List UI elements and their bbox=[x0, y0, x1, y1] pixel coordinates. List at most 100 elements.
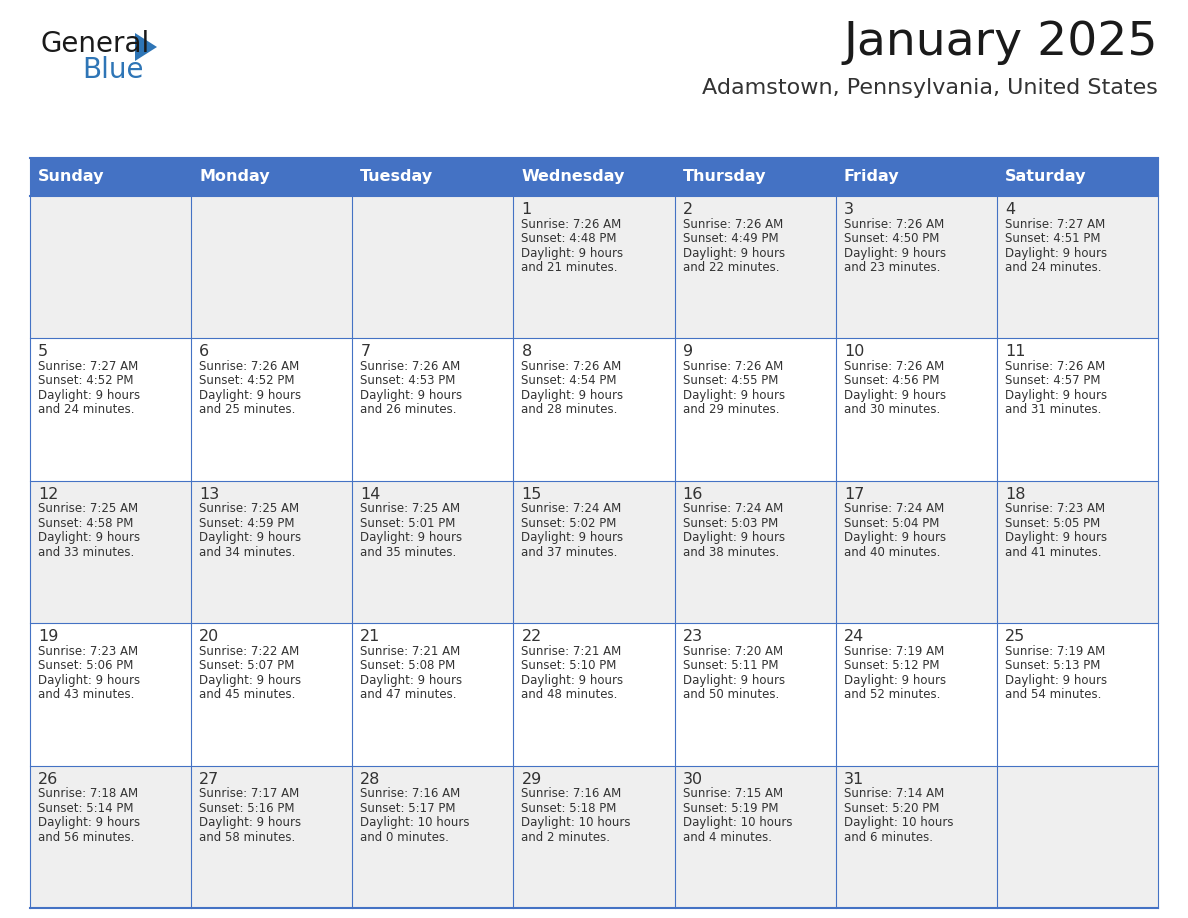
Text: Thursday: Thursday bbox=[683, 170, 766, 185]
Bar bbox=[513, 481, 675, 623]
Text: Sunrise: 7:26 AM: Sunrise: 7:26 AM bbox=[1005, 360, 1105, 373]
Text: 7: 7 bbox=[360, 344, 371, 360]
Text: General: General bbox=[40, 30, 150, 58]
Text: Daylight: 9 hours: Daylight: 9 hours bbox=[200, 816, 302, 829]
Text: Sunrise: 7:16 AM: Sunrise: 7:16 AM bbox=[522, 787, 621, 800]
Text: Sunset: 4:59 PM: Sunset: 4:59 PM bbox=[200, 517, 295, 530]
Text: Sunrise: 7:21 AM: Sunrise: 7:21 AM bbox=[360, 644, 461, 657]
Text: and 31 minutes.: and 31 minutes. bbox=[1005, 403, 1101, 417]
Text: and 58 minutes.: and 58 minutes. bbox=[200, 831, 296, 844]
Bar bbox=[513, 623, 675, 766]
Text: Sunrise: 7:24 AM: Sunrise: 7:24 AM bbox=[522, 502, 621, 515]
Bar bbox=[835, 623, 997, 766]
Text: and 56 minutes.: and 56 minutes. bbox=[38, 831, 134, 844]
Text: 5: 5 bbox=[38, 344, 49, 360]
Bar bbox=[30, 339, 191, 481]
Text: and 50 minutes.: and 50 minutes. bbox=[683, 688, 779, 701]
Text: 1: 1 bbox=[522, 202, 532, 217]
Bar bbox=[835, 766, 997, 908]
Text: Sunrise: 7:26 AM: Sunrise: 7:26 AM bbox=[683, 360, 783, 373]
Bar bbox=[675, 623, 835, 766]
Text: Wednesday: Wednesday bbox=[522, 170, 625, 185]
Text: Sunrise: 7:16 AM: Sunrise: 7:16 AM bbox=[360, 787, 461, 800]
Bar bbox=[835, 196, 997, 339]
Bar bbox=[191, 623, 353, 766]
Bar bbox=[997, 339, 1158, 481]
Text: 29: 29 bbox=[522, 772, 542, 787]
Text: Daylight: 9 hours: Daylight: 9 hours bbox=[360, 532, 462, 544]
Text: Daylight: 9 hours: Daylight: 9 hours bbox=[360, 389, 462, 402]
Text: Sunset: 5:02 PM: Sunset: 5:02 PM bbox=[522, 517, 617, 530]
Text: Daylight: 9 hours: Daylight: 9 hours bbox=[522, 247, 624, 260]
Text: 30: 30 bbox=[683, 772, 703, 787]
Text: and 47 minutes.: and 47 minutes. bbox=[360, 688, 457, 701]
Text: Sunset: 4:49 PM: Sunset: 4:49 PM bbox=[683, 232, 778, 245]
Text: 9: 9 bbox=[683, 344, 693, 360]
Text: Sunset: 4:57 PM: Sunset: 4:57 PM bbox=[1005, 375, 1100, 387]
Bar bbox=[675, 481, 835, 623]
Text: 23: 23 bbox=[683, 629, 703, 644]
Text: 21: 21 bbox=[360, 629, 380, 644]
Text: Daylight: 9 hours: Daylight: 9 hours bbox=[522, 389, 624, 402]
Bar bbox=[191, 766, 353, 908]
Bar bbox=[30, 623, 191, 766]
Text: Sunrise: 7:17 AM: Sunrise: 7:17 AM bbox=[200, 787, 299, 800]
Text: and 35 minutes.: and 35 minutes. bbox=[360, 546, 456, 559]
Bar bbox=[835, 339, 997, 481]
Text: 11: 11 bbox=[1005, 344, 1025, 360]
Text: 13: 13 bbox=[200, 487, 220, 502]
Text: and 54 minutes.: and 54 minutes. bbox=[1005, 688, 1101, 701]
Text: Sunrise: 7:26 AM: Sunrise: 7:26 AM bbox=[843, 218, 944, 230]
Text: Sunset: 5:01 PM: Sunset: 5:01 PM bbox=[360, 517, 456, 530]
Bar bbox=[513, 158, 675, 196]
Text: Sunrise: 7:27 AM: Sunrise: 7:27 AM bbox=[38, 360, 138, 373]
Text: Sunset: 5:03 PM: Sunset: 5:03 PM bbox=[683, 517, 778, 530]
Text: Daylight: 9 hours: Daylight: 9 hours bbox=[38, 674, 140, 687]
Bar bbox=[353, 766, 513, 908]
Bar bbox=[675, 766, 835, 908]
Text: Sunset: 5:08 PM: Sunset: 5:08 PM bbox=[360, 659, 455, 672]
Bar bbox=[353, 158, 513, 196]
Text: 25: 25 bbox=[1005, 629, 1025, 644]
Text: 20: 20 bbox=[200, 629, 220, 644]
Text: Sunset: 5:05 PM: Sunset: 5:05 PM bbox=[1005, 517, 1100, 530]
Bar bbox=[191, 339, 353, 481]
Bar bbox=[513, 339, 675, 481]
Text: Sunset: 5:12 PM: Sunset: 5:12 PM bbox=[843, 659, 940, 672]
Text: Sunset: 4:53 PM: Sunset: 4:53 PM bbox=[360, 375, 456, 387]
Text: and 22 minutes.: and 22 minutes. bbox=[683, 261, 779, 274]
Text: Sunrise: 7:22 AM: Sunrise: 7:22 AM bbox=[200, 644, 299, 657]
Text: Daylight: 10 hours: Daylight: 10 hours bbox=[843, 816, 953, 829]
Text: and 25 minutes.: and 25 minutes. bbox=[200, 403, 296, 417]
Text: Sunset: 5:18 PM: Sunset: 5:18 PM bbox=[522, 801, 617, 814]
Bar bbox=[513, 196, 675, 339]
Bar bbox=[997, 766, 1158, 908]
Text: Sunrise: 7:15 AM: Sunrise: 7:15 AM bbox=[683, 787, 783, 800]
Bar bbox=[353, 339, 513, 481]
Text: and 4 minutes.: and 4 minutes. bbox=[683, 831, 772, 844]
Text: Daylight: 9 hours: Daylight: 9 hours bbox=[522, 532, 624, 544]
Text: Sunrise: 7:21 AM: Sunrise: 7:21 AM bbox=[522, 644, 621, 657]
Text: Daylight: 9 hours: Daylight: 9 hours bbox=[843, 247, 946, 260]
Text: Sunset: 5:10 PM: Sunset: 5:10 PM bbox=[522, 659, 617, 672]
Text: and 33 minutes.: and 33 minutes. bbox=[38, 546, 134, 559]
Text: 22: 22 bbox=[522, 629, 542, 644]
Text: Adamstown, Pennsylvania, United States: Adamstown, Pennsylvania, United States bbox=[702, 78, 1158, 98]
Text: and 21 minutes.: and 21 minutes. bbox=[522, 261, 618, 274]
Text: Daylight: 9 hours: Daylight: 9 hours bbox=[38, 816, 140, 829]
Bar bbox=[353, 623, 513, 766]
Text: Sunset: 5:07 PM: Sunset: 5:07 PM bbox=[200, 659, 295, 672]
Text: Blue: Blue bbox=[82, 56, 144, 84]
Bar bbox=[675, 158, 835, 196]
Text: Saturday: Saturday bbox=[1005, 170, 1086, 185]
Text: Sunrise: 7:24 AM: Sunrise: 7:24 AM bbox=[843, 502, 944, 515]
Bar bbox=[997, 196, 1158, 339]
Bar bbox=[675, 339, 835, 481]
Text: Sunset: 5:06 PM: Sunset: 5:06 PM bbox=[38, 659, 133, 672]
Text: Sunset: 4:54 PM: Sunset: 4:54 PM bbox=[522, 375, 617, 387]
Text: and 45 minutes.: and 45 minutes. bbox=[200, 688, 296, 701]
Text: 14: 14 bbox=[360, 487, 380, 502]
Text: Sunrise: 7:19 AM: Sunrise: 7:19 AM bbox=[1005, 644, 1105, 657]
Text: Sunrise: 7:26 AM: Sunrise: 7:26 AM bbox=[200, 360, 299, 373]
Text: and 6 minutes.: and 6 minutes. bbox=[843, 831, 933, 844]
